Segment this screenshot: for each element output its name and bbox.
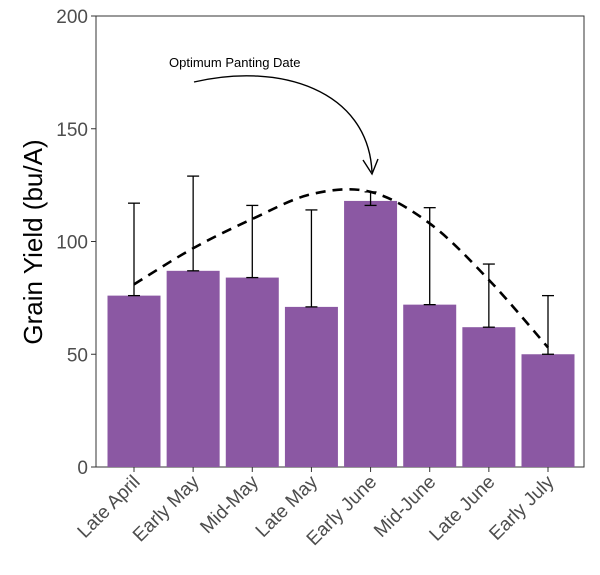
bar-late-june bbox=[462, 327, 516, 467]
bar-early-may bbox=[166, 270, 220, 467]
error-bars-group bbox=[128, 175, 554, 355]
y-axis: 0 50 100 150 200 bbox=[56, 7, 96, 479]
annotation-arrowhead bbox=[362, 158, 379, 176]
y-tick-label-200: 200 bbox=[56, 7, 88, 28]
bar-mid-may bbox=[225, 277, 279, 467]
x-tick-label-early-july: Early July bbox=[485, 471, 558, 544]
bar-late-may bbox=[284, 306, 338, 467]
y-tick-label-50: 50 bbox=[67, 345, 88, 366]
y-tick-label-100: 100 bbox=[56, 233, 88, 254]
bar-early-june bbox=[344, 200, 398, 467]
bar-late-april bbox=[107, 295, 161, 467]
bar-mid-june bbox=[403, 304, 457, 467]
bar-early-july bbox=[521, 354, 575, 467]
trend-line bbox=[133, 187, 549, 349]
y-tick-label-0: 0 bbox=[77, 458, 88, 479]
error-bar-late-april bbox=[128, 202, 140, 297]
error-bar-early-may bbox=[187, 175, 200, 272]
x-tick-label-late-june: Late June bbox=[426, 472, 500, 546]
error-bar-late-june bbox=[482, 263, 495, 328]
error-bar-late-may bbox=[305, 209, 318, 308]
error-bar-early-july bbox=[542, 294, 554, 355]
annotation-arrow bbox=[193, 75, 373, 173]
y-tick-label-150: 150 bbox=[56, 120, 88, 141]
bars-group bbox=[107, 200, 575, 467]
annotation-label: Optimum Panting Date bbox=[169, 55, 301, 70]
y-axis-title: Grain Yield (bu/A) bbox=[18, 139, 48, 344]
error-bar-mid-may bbox=[246, 204, 259, 279]
